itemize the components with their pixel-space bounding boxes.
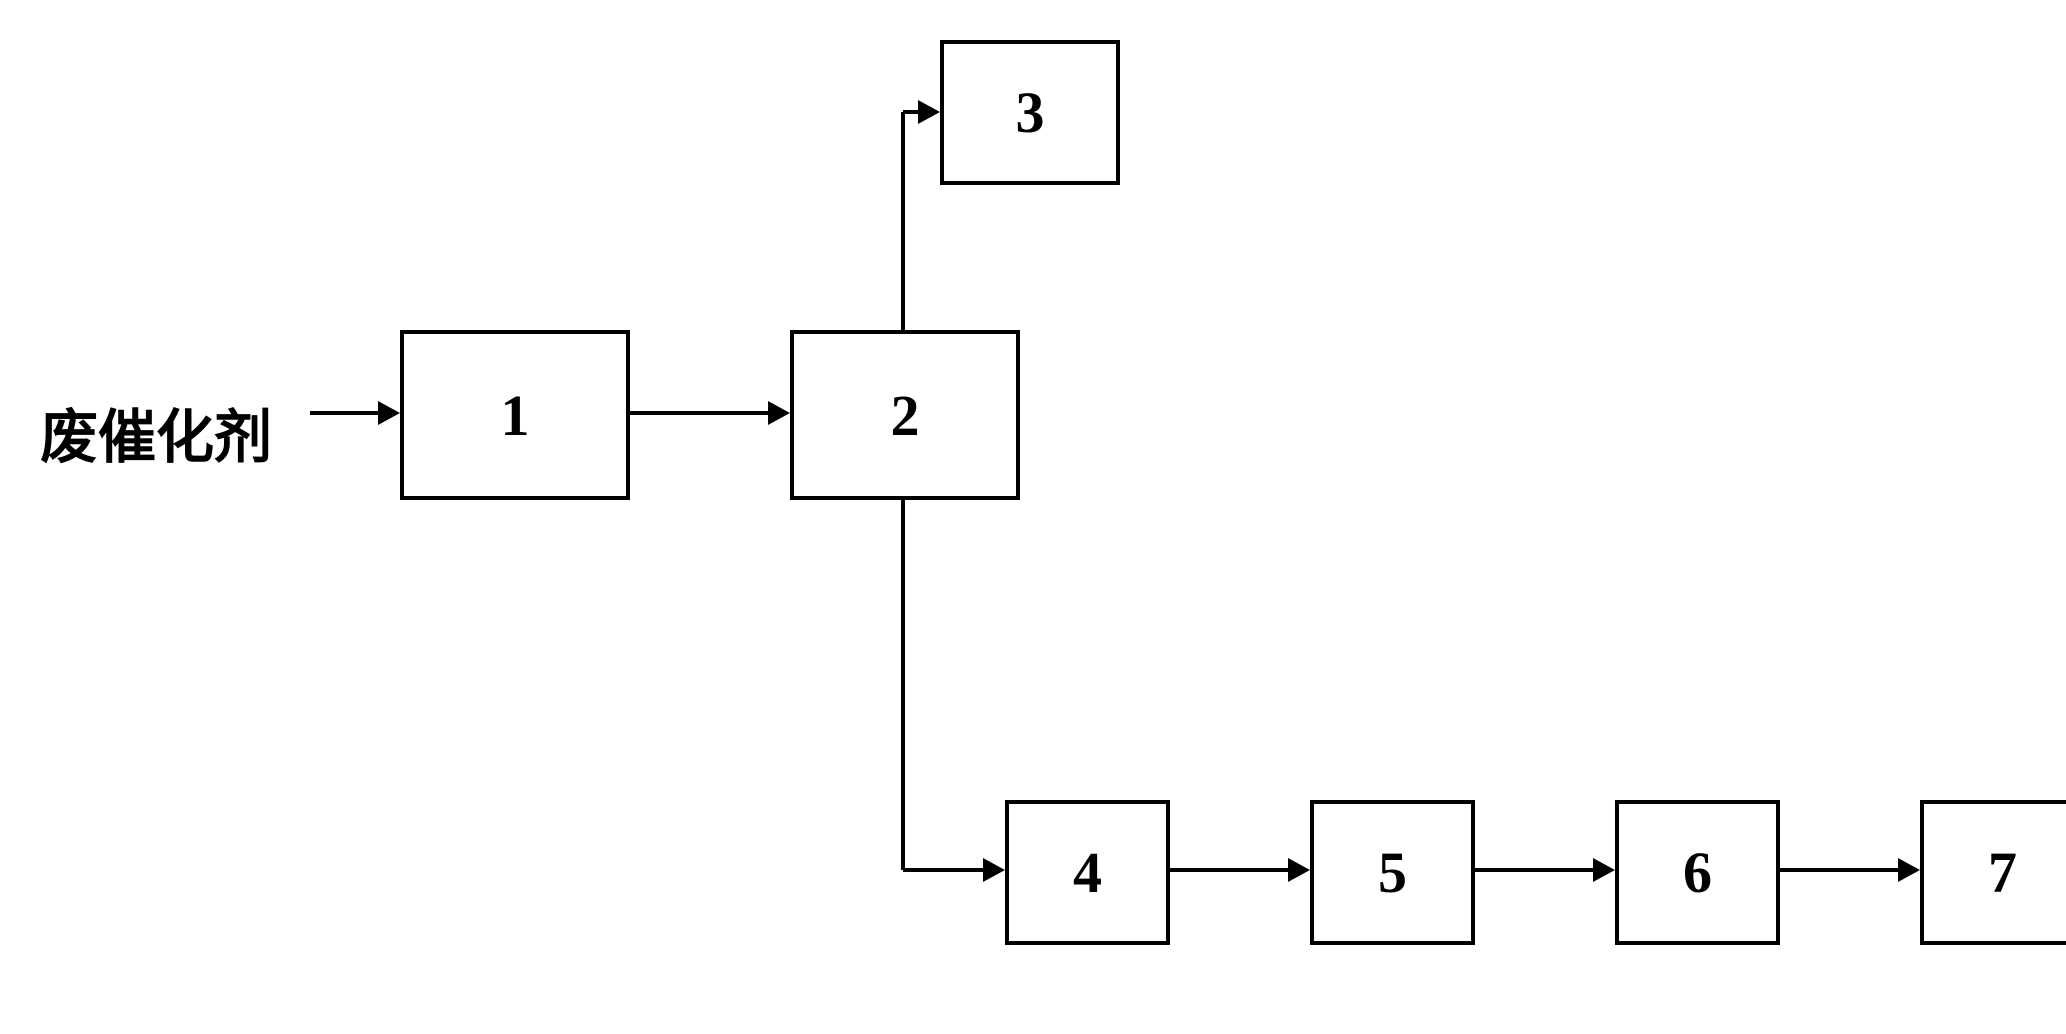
arrow-head-icon (918, 100, 940, 124)
node-2-label: 2 (891, 382, 920, 449)
arrow-line (901, 112, 905, 330)
arrow-head-icon (378, 401, 400, 425)
node-6-label: 6 (1683, 839, 1712, 906)
node-3: 3 (940, 40, 1120, 185)
arrow-line (1780, 868, 1898, 872)
arrow-head-icon (1898, 858, 1920, 882)
arrow-head-icon (1288, 858, 1310, 882)
node-2: 2 (790, 330, 1020, 500)
input-label: 废催化剂 (40, 390, 272, 474)
node-7-label: 7 (1988, 839, 2017, 906)
arrow-line (1170, 868, 1288, 872)
node-1: 1 (400, 330, 630, 500)
node-3-label: 3 (1016, 79, 1045, 146)
node-6: 6 (1615, 800, 1780, 945)
arrow-line (630, 411, 768, 415)
arrow-line (1475, 868, 1593, 872)
node-4: 4 (1005, 800, 1170, 945)
arrow-head-icon (983, 858, 1005, 882)
node-5: 5 (1310, 800, 1475, 945)
arrow-line (310, 411, 378, 415)
arrow-head-icon (1593, 858, 1615, 882)
node-1-label: 1 (501, 382, 530, 449)
node-5-label: 5 (1378, 839, 1407, 906)
arrow-line (901, 500, 905, 870)
node-7: 7 (1920, 800, 2066, 945)
arrow-line (903, 868, 983, 872)
arrow-head-icon (768, 401, 790, 425)
node-4-label: 4 (1073, 839, 1102, 906)
arrow-line (903, 110, 918, 114)
